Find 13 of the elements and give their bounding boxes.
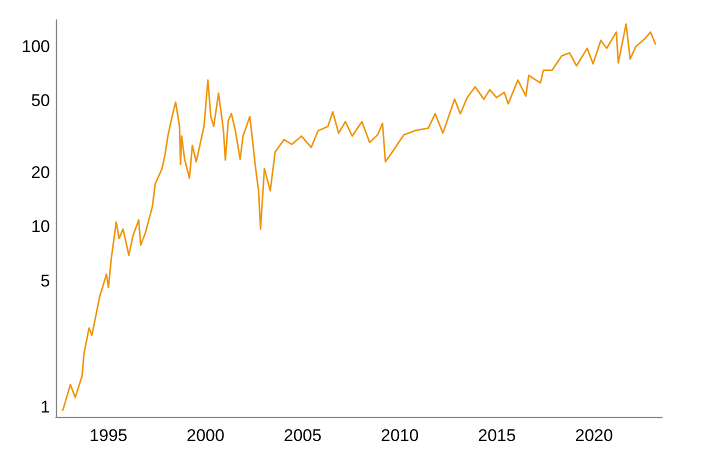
x-tick-label: 2010	[380, 426, 419, 445]
x-tick-label: 1995	[90, 426, 128, 445]
y-tick-label: 100	[22, 36, 50, 56]
y-tick-label: 20	[31, 162, 50, 182]
y-tick-label: 5	[40, 271, 50, 290]
y-tick-label: 50	[31, 91, 50, 110]
x-tick-label: 2020	[575, 426, 613, 445]
x-tick-label: 2000	[186, 426, 224, 445]
line-series	[62, 23, 656, 411]
y-tick-label: 1	[40, 397, 50, 416]
x-tick-label: 2015	[478, 426, 516, 445]
y-tick-label: 10	[31, 217, 50, 236]
x-tick-label: 2005	[284, 426, 322, 445]
